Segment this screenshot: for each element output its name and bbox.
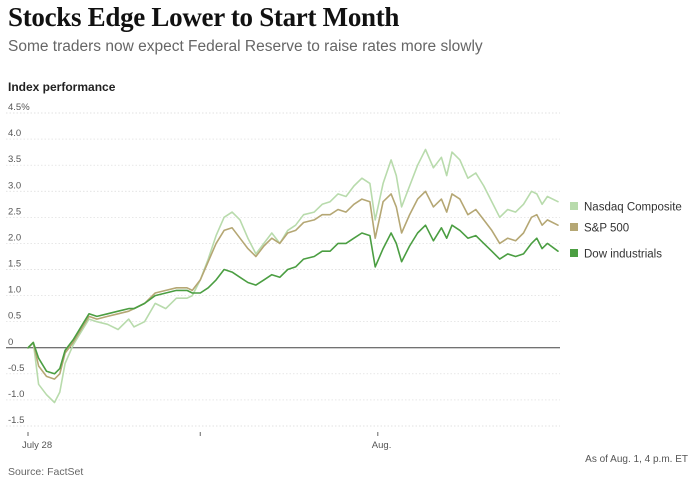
legend-swatch: [570, 249, 578, 257]
timestamp-note: As of Aug. 1, 4 p.m. ET: [585, 454, 688, 465]
nasdaq-line: [27, 148, 559, 404]
legend-label: S&P 500: [584, 223, 629, 235]
x-axis: July 28 Aug.: [22, 432, 391, 451]
y-tick-label: -1.5: [8, 415, 24, 426]
y-tick-label: 4.5%: [8, 102, 30, 113]
sp500-line: [27, 190, 559, 380]
y-tick-label: -0.5: [8, 363, 24, 374]
legend-label: Nasdaq Composite: [584, 202, 682, 214]
y-tick-label: 0.5: [8, 311, 21, 322]
y-tick-labels: -1.5 -1.0 -0.5 0 0.5 1.0 1.5 2.0 2.5 3.0 3.5 4.0 4.5…: [8, 102, 30, 426]
chart-subtitle: Some traders now expect Federal Reserve …: [8, 38, 483, 55]
legend-swatch: [570, 223, 578, 231]
legend-swatch: [570, 202, 578, 210]
y-tick-label: 0: [8, 337, 13, 348]
x-tick-label: Aug.: [372, 440, 392, 451]
y-tick-label: 4.0: [8, 128, 21, 139]
y-tick-label: -1.0: [8, 389, 24, 400]
source-note: Source: FactSet: [8, 466, 84, 478]
dow-line: [27, 224, 559, 375]
y-axis-label: Index performance: [8, 80, 116, 94]
y-tick-label: 3.0: [8, 180, 21, 191]
legend-label: Dow industrials: [584, 249, 662, 261]
y-tick-label: 1.0: [8, 285, 21, 296]
gridlines: [6, 112, 560, 427]
chart-title: Stocks Edge Lower to Start Month: [8, 2, 400, 32]
x-tick-label: July 28: [22, 440, 52, 451]
series-lines: [27, 148, 559, 404]
legend: Nasdaq Composite S&P 500 Dow industrials: [570, 202, 682, 261]
y-tick-label: 1.5: [8, 259, 21, 270]
y-tick-label: 2.5: [8, 206, 21, 217]
y-tick-label: 2.0: [8, 232, 21, 243]
y-tick-label: 3.5: [8, 154, 21, 165]
